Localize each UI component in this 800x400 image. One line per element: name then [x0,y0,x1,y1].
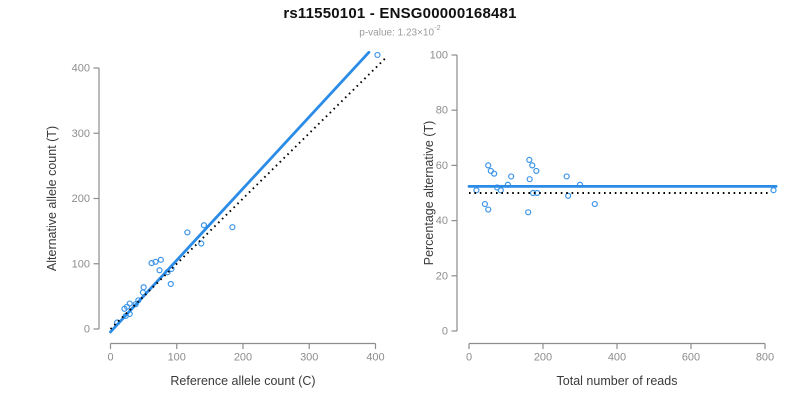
data-point [563,173,570,180]
data-point [533,167,540,175]
x-tick-label: 100 [168,352,186,364]
data-point [529,189,537,197]
data-point [529,162,536,169]
data-point [198,240,205,247]
data-point [374,51,381,59]
y-tick-label: 100 [430,50,448,62]
x-axis-title: Total number of reads [557,374,678,388]
data-point [487,167,494,175]
data-point [591,200,598,208]
left-scatter-panel: 0 100 200 300 400 0 100 200 300 400 Reference alle… [45,50,387,388]
data-point [200,222,208,229]
regression-line [109,50,371,334]
y-axis-title: Alternative allele count (T) [45,126,59,271]
y-tick-label: 60 [436,160,448,172]
y-tick-label: 80 [436,105,448,117]
y-tick-label: 0 [84,324,90,336]
x-tick-label: 0 [466,352,472,364]
data-point [229,224,236,231]
data-point [140,284,147,291]
data-point [156,267,163,274]
x-tick-label: 200 [534,352,552,364]
x-tick-label: 0 [107,352,113,364]
data-point [485,162,492,169]
data-point [526,176,533,183]
data-point [491,170,498,177]
data-point [148,259,155,267]
x-tick-label: 400 [366,352,384,364]
x-tick-label: 300 [300,352,318,364]
y-tick-label: 300 [72,128,90,140]
x-tick-label: 600 [682,352,700,364]
data-point [481,200,489,208]
y-tick-label: 40 [436,215,448,227]
y-tick-label: 20 [436,270,448,282]
figure-subtitle: p-value: 1.23×10-2 [0,23,800,39]
data-point [184,229,191,236]
y-axis-title: Percentage alternative (T) [422,121,436,266]
figure-title: rs11550101 - ENSG00000168481 [283,5,517,22]
data-point [565,192,572,199]
right-scatter-panel: 0 20 40 60 80 100 0 200 400 600 800 Total number of… [422,50,778,388]
x-axis-title: Reference allele count (C) [170,374,315,388]
data-point [770,187,777,194]
data-point [473,187,480,194]
x-tick-label: 800 [756,352,774,364]
y-tick-label: 200 [72,193,90,205]
pvalue-mantissa: 1.23×10 [397,27,435,39]
data-point [157,256,164,263]
data-point [508,173,515,180]
y-tick-label: 0 [442,326,448,338]
data-point [485,206,492,213]
data-point [525,209,532,216]
data-point [126,300,133,307]
x-tick-label: 400 [608,352,626,364]
pvalue-exponent: -2 [434,23,441,32]
x-tick-label: 200 [234,352,252,364]
data-point [167,280,174,288]
data-point [152,258,159,265]
y-tick-label: 100 [72,258,90,270]
data-point [497,187,504,194]
data-point [526,156,533,163]
pvalue-prefix: p-value: [359,27,398,39]
y-tick-label: 400 [72,63,90,75]
